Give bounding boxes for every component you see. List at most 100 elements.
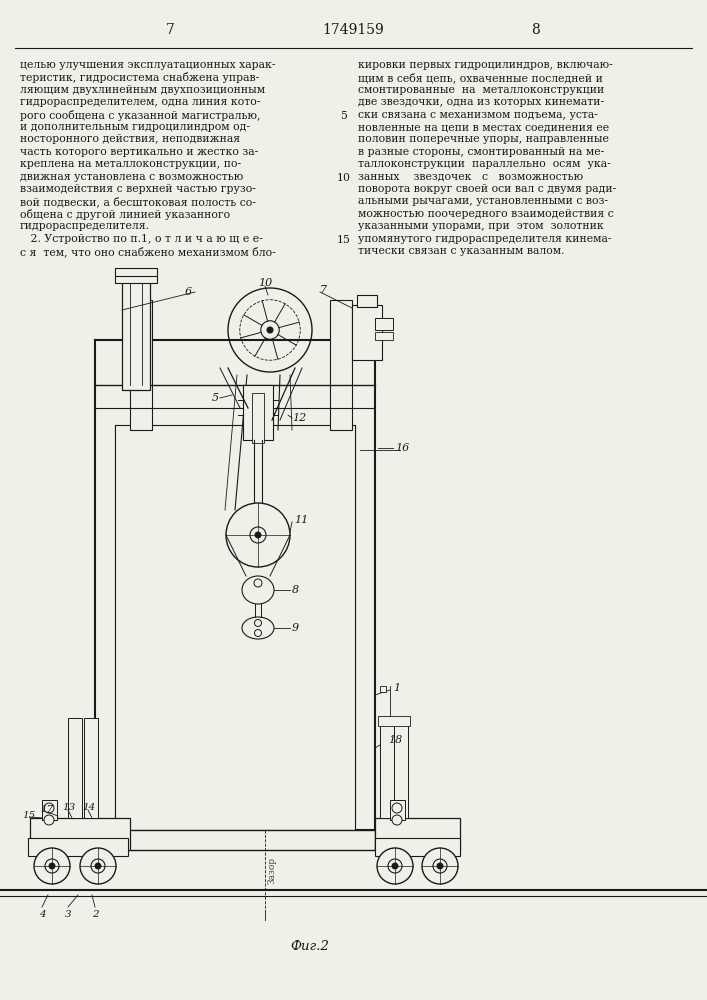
Text: 18: 18	[388, 735, 402, 745]
Circle shape	[392, 863, 398, 869]
Bar	[28, 838, 128, 856]
Circle shape	[255, 532, 261, 538]
Text: Фиг.2: Фиг.2	[290, 940, 329, 953]
Text: 6: 6	[185, 287, 192, 297]
Text: 1749159: 1749159	[322, 23, 384, 37]
Bar	[122, 278, 150, 390]
Circle shape	[226, 503, 290, 567]
Text: теристик, гидросистема снабжена управ-: теристик, гидросистема снабжена управ-	[20, 72, 259, 83]
Text: 1: 1	[393, 683, 400, 693]
Text: 9: 9	[292, 623, 299, 633]
Circle shape	[433, 859, 447, 873]
Text: 15: 15	[337, 235, 351, 245]
Text: ски связана с механизмом подъема, уста-: ски связана с механизмом подъема, уста-	[358, 110, 598, 120]
Text: 17: 17	[40, 806, 53, 814]
Text: взаимодействия с верхней частью грузо-: взаимодействия с верхней частью грузо-	[20, 184, 256, 194]
Text: занных    звездочек   с   возможностью: занных звездочек с возможностью	[358, 172, 583, 182]
Circle shape	[80, 848, 116, 884]
Ellipse shape	[242, 617, 274, 639]
Circle shape	[44, 815, 54, 825]
Text: кировки первых гидроцилиндров, включаю-: кировки первых гидроцилиндров, включаю-	[358, 60, 613, 70]
Bar	[130, 300, 152, 430]
Text: часть которого вертикально и жестко за-: часть которого вертикально и жестко за-	[20, 147, 258, 157]
Text: с я  тем, что оно снабжено механизмом бло-: с я тем, что оно снабжено механизмом бло…	[20, 246, 276, 257]
Text: указанными упорами, при  этом  золотник: указанными упорами, при этом золотник	[358, 221, 604, 231]
Circle shape	[392, 803, 402, 813]
Bar	[68, 718, 82, 818]
Circle shape	[392, 815, 402, 825]
Text: тически связан с указанным валом.: тически связан с указанным валом.	[358, 246, 564, 256]
Text: половин поперечные упоры, направленные: половин поперечные упоры, направленные	[358, 134, 609, 144]
Text: смонтированные  на  металлоконструкции: смонтированные на металлоконструкции	[358, 85, 604, 95]
Text: в разные стороны, смонтированный на ме-: в разные стороны, смонтированный на ме-	[358, 147, 604, 157]
Circle shape	[49, 863, 55, 869]
Circle shape	[44, 803, 54, 813]
Circle shape	[250, 527, 266, 543]
Bar	[375, 838, 460, 856]
Bar	[375, 318, 393, 330]
Text: поворота вокруг своей оси вал с двумя ради-: поворота вокруг своей оси вал с двумя ра…	[358, 184, 617, 194]
Text: целью улучшения эксплуатационных харак-: целью улучшения эксплуатационных харак-	[20, 60, 276, 70]
Circle shape	[254, 579, 262, 587]
Bar	[394, 718, 408, 818]
Bar	[352, 305, 382, 360]
Text: можностью поочередного взаимодействия с: можностью поочередного взаимодействия с	[358, 209, 614, 219]
Text: 16: 16	[395, 443, 409, 453]
Text: 11: 11	[294, 515, 308, 525]
Text: 2: 2	[92, 910, 98, 919]
Bar	[357, 295, 377, 307]
Text: 10: 10	[258, 278, 272, 288]
Bar	[115, 268, 157, 276]
Text: новленные на цепи в местах соединения ее: новленные на цепи в местах соединения ее	[358, 122, 609, 132]
Text: общена с другой линией указанного: общена с другой линией указанного	[20, 209, 230, 220]
Text: 13: 13	[62, 804, 75, 812]
Circle shape	[422, 848, 458, 884]
Circle shape	[377, 848, 413, 884]
Text: ляющим двухлинейным двухпозиционным: ляющим двухлинейным двухпозиционным	[20, 85, 265, 95]
Text: 5: 5	[341, 111, 347, 121]
Circle shape	[437, 863, 443, 869]
Text: 7: 7	[320, 285, 327, 295]
Bar	[115, 425, 355, 830]
Bar	[115, 275, 157, 283]
Circle shape	[255, 619, 262, 626]
Bar	[375, 332, 393, 340]
Circle shape	[388, 859, 402, 873]
Text: альными рычагами, установленными с воз-: альными рычагами, установленными с воз-	[358, 196, 608, 206]
Bar	[42, 800, 57, 820]
Text: 14: 14	[82, 804, 95, 812]
Text: 3: 3	[64, 910, 71, 919]
Bar	[375, 818, 460, 850]
Text: и дополнительным гидроцилиндром од-: и дополнительным гидроцилиндром од-	[20, 122, 250, 132]
Bar	[390, 800, 405, 820]
Bar	[380, 686, 386, 692]
Circle shape	[34, 848, 70, 884]
Text: носторонного действия, неподвижная: носторонного действия, неподвижная	[20, 134, 240, 144]
Text: 5: 5	[212, 393, 219, 403]
Text: 8: 8	[531, 23, 539, 37]
Text: гидрораспределителем, одна линия кото-: гидрораспределителем, одна линия кото-	[20, 97, 260, 107]
Text: Зазор: Зазор	[268, 856, 277, 884]
Text: 7: 7	[165, 23, 175, 37]
Text: таллоконструкции  параллельно  осям  ука-: таллоконструкции параллельно осям ука-	[358, 159, 611, 169]
Text: две звездочки, одна из которых кинемати-: две звездочки, одна из которых кинемати-	[358, 97, 604, 107]
Text: рого сообщена с указанной магистралью,: рого сообщена с указанной магистралью,	[20, 110, 260, 121]
Text: движная установлена с возможностью: движная установлена с возможностью	[20, 172, 243, 182]
Text: креплена на металлоконструкции, по-: креплена на металлоконструкции, по-	[20, 159, 241, 169]
Bar	[252, 393, 264, 443]
Circle shape	[45, 859, 59, 873]
Bar	[95, 830, 375, 850]
Text: 12: 12	[292, 413, 306, 423]
Text: 2. Устройство по п.1, о т л и ч а ю щ е е-: 2. Устройство по п.1, о т л и ч а ю щ е …	[20, 234, 263, 244]
Text: 15: 15	[22, 810, 35, 820]
Bar	[380, 718, 394, 818]
Text: 10: 10	[337, 173, 351, 183]
Bar	[330, 300, 352, 430]
Bar	[30, 818, 130, 850]
Circle shape	[267, 327, 273, 333]
Circle shape	[255, 630, 262, 637]
Text: 4: 4	[39, 910, 45, 919]
Text: вой подвески, а бесштоковая полость со-: вой подвески, а бесштоковая полость со-	[20, 196, 256, 207]
Ellipse shape	[242, 576, 274, 604]
Text: щим в себя цепь, охваченные последней и: щим в себя цепь, охваченные последней и	[358, 72, 603, 83]
